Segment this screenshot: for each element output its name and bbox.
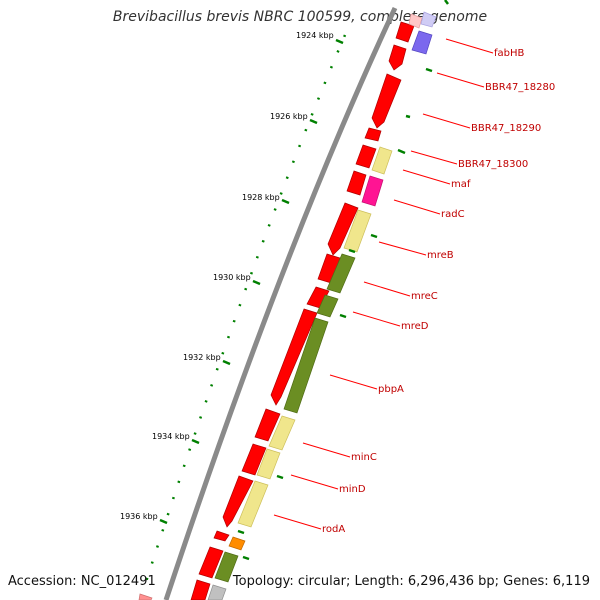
gene-arrow: [346, 170, 367, 196]
gene-block: [138, 593, 153, 600]
kbp-label: 1924 kbp: [296, 31, 334, 40]
kbp-ticks: [159, 38, 344, 525]
gene-label-maf: maf: [451, 179, 471, 190]
feature-mark: [242, 555, 250, 561]
feature-marks: [237, 0, 449, 561]
feature-mark: [444, 0, 449, 5]
gene-block: [408, 13, 423, 29]
reverse-genes: [138, 11, 437, 600]
label-leader: [329, 374, 378, 390]
kbp-tick: [159, 518, 168, 525]
label-leader: [445, 38, 494, 54]
gene-label-mreD: mreD: [401, 321, 429, 332]
gene-label-bbr47-18300: BBR47_18300: [458, 159, 528, 170]
kbp-tick: [309, 118, 318, 125]
label-leader: [393, 199, 441, 215]
label-leader: [436, 72, 485, 88]
gene-block: [237, 480, 269, 528]
gene-arrow: [371, 73, 402, 129]
gene-arrow: [241, 443, 267, 476]
feature-mark: [405, 114, 411, 119]
gene-label-pbpA: pbpA: [378, 384, 404, 395]
gene-arrow: [270, 308, 318, 406]
kbp-label: 1932 kbp: [183, 353, 221, 362]
gene-block: [343, 209, 372, 253]
gene-block: [371, 146, 393, 175]
gene-arrow: [388, 44, 407, 71]
gene-block: [316, 294, 339, 318]
label-leader: [290, 474, 339, 490]
label-leader: [273, 514, 322, 530]
genome-backbone: [163, 6, 398, 600]
gene-label-group: fabHB BBR47_18280 BBR47_18290 BBR47_1830…: [322, 48, 555, 535]
gene-arrow: [254, 408, 281, 442]
gene-arrow: [222, 475, 254, 528]
gene-arrow: [190, 579, 211, 600]
gene-label-minC: minC: [351, 452, 377, 463]
label-leader: [363, 281, 411, 297]
label-leader: [422, 113, 471, 129]
gene-arrow: [327, 202, 359, 256]
feature-mark: [276, 474, 284, 480]
gene-block: [361, 175, 384, 207]
gene-label-bbr47-18290: BBR47_18290: [471, 123, 541, 134]
label-leader: [378, 241, 427, 256]
position-ruler: [143, 34, 347, 586]
kbp-tick: [335, 38, 344, 45]
gene-block: [283, 317, 329, 414]
gene-block: [268, 415, 296, 451]
gene-label-bbr47-18280: BBR47_18280: [485, 82, 555, 93]
feature-mark: [425, 67, 433, 73]
gene-label-mreB: mreB: [427, 250, 454, 261]
gene-arrow: [395, 21, 415, 43]
gene-label-radC: radC: [441, 209, 465, 220]
label-leader: [402, 169, 451, 185]
gene-block: [326, 253, 356, 294]
label-leaders: [273, 38, 494, 530]
gene-label-minD: minD: [339, 484, 366, 495]
kbp-tick: [281, 198, 290, 205]
label-leader: [410, 150, 458, 165]
kbp-tick: [191, 438, 200, 445]
kbp-tick: [252, 279, 261, 286]
gene-block: [411, 30, 433, 55]
feature-mark: [370, 233, 378, 239]
genome-summary-text: Topology: circular; Length: 6,296,436 bp…: [232, 574, 590, 589]
gene-block: [228, 536, 246, 551]
feature-mark: [237, 529, 245, 535]
feature-mark: [397, 148, 406, 155]
gene-arrow: [213, 530, 230, 542]
forward-genes: [190, 21, 415, 600]
kbp-label: 1928 kbp: [242, 193, 280, 202]
gene-arrow: [198, 546, 224, 579]
label-leader: [302, 442, 351, 458]
accession-text: Accession: NC_012491: [8, 574, 156, 589]
feature-mark: [339, 313, 347, 319]
kbp-tick: [222, 359, 231, 366]
label-leader: [352, 311, 401, 327]
kbp-label: 1926 kbp: [270, 112, 308, 121]
gene-arrow: [364, 127, 382, 142]
gene-block: [420, 11, 437, 28]
gene-label-rodA: rodA: [322, 524, 345, 535]
kbp-label: 1936 kbp: [120, 512, 158, 521]
gene-block: [256, 448, 281, 480]
gene-block: [207, 584, 227, 600]
gene-block: [214, 551, 239, 583]
gene-label-fabHB: fabHB: [494, 48, 525, 59]
kbp-label: 1934 kbp: [152, 432, 190, 441]
feature-mark: [348, 248, 356, 254]
gene-label-mreC: mreC: [411, 291, 438, 302]
kbp-label: 1930 kbp: [213, 273, 251, 282]
gene-arrow: [355, 144, 377, 169]
kbp-labels: 1924 kbp 1926 kbp 1928 kbp 1930 kbp 1932…: [120, 31, 334, 521]
